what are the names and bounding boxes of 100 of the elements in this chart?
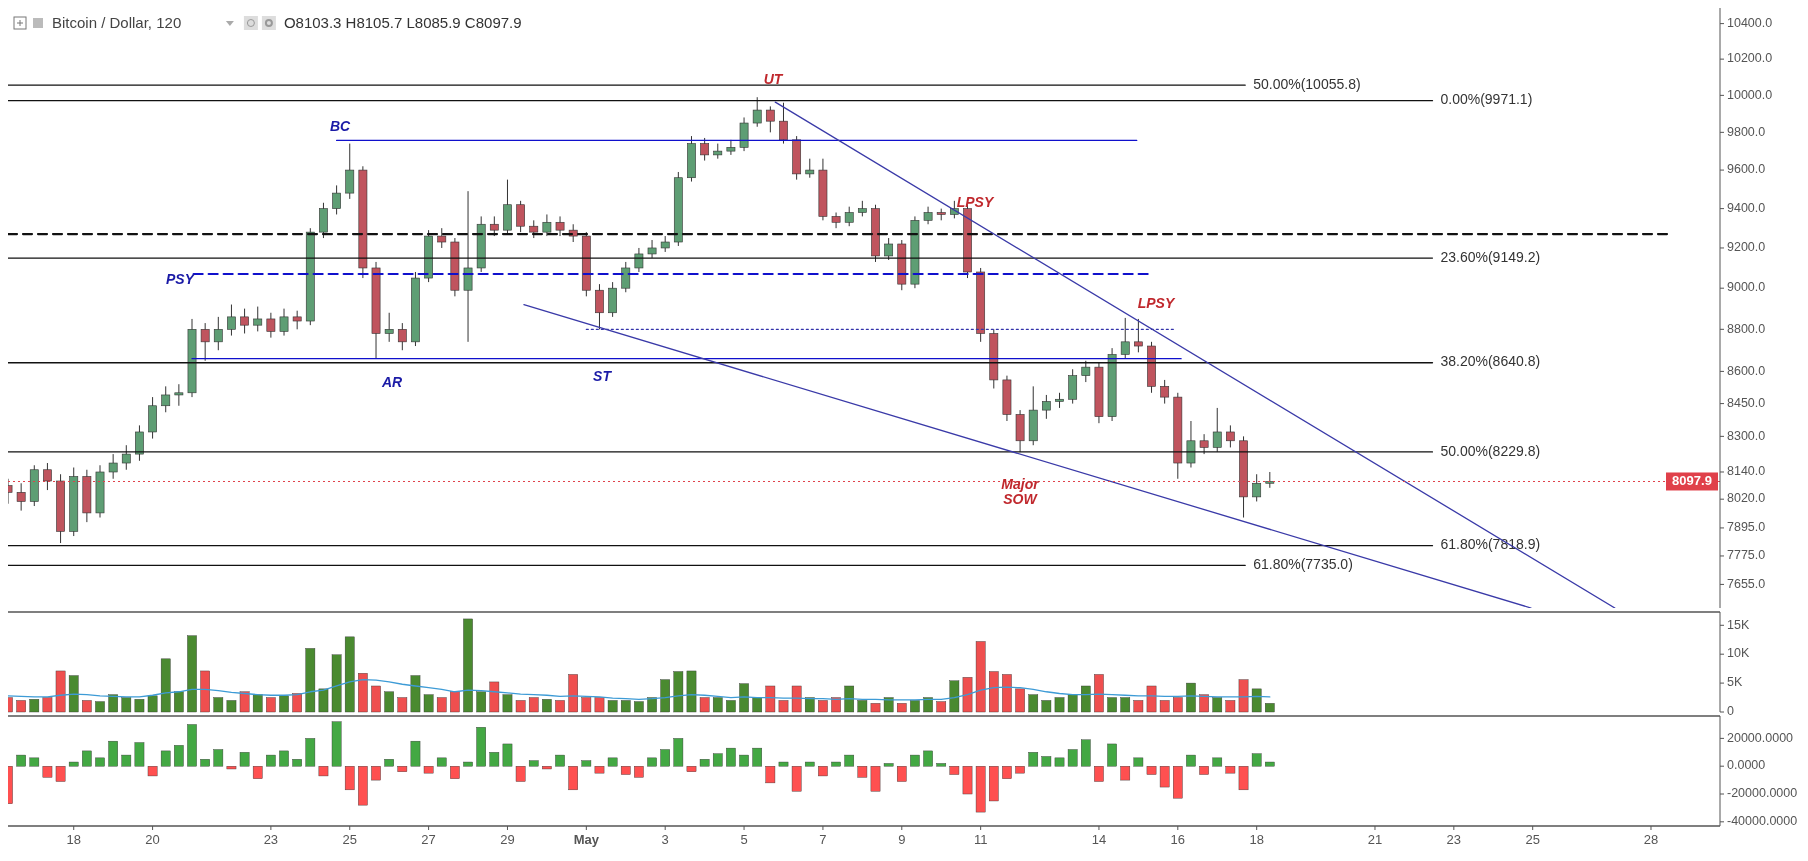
candlestick <box>555 215 565 237</box>
bar <box>831 761 841 767</box>
bar <box>1159 766 1170 788</box>
bar <box>1146 766 1157 775</box>
annotation: Major SOW <box>1001 475 1041 507</box>
candlestick <box>1160 379 1170 405</box>
y-tick-label: 10K <box>1727 646 1750 661</box>
bar <box>1041 756 1052 767</box>
bar <box>55 766 66 782</box>
candlestick <box>700 137 709 162</box>
bar <box>1251 753 1262 767</box>
bar <box>344 766 355 791</box>
bar <box>660 679 670 713</box>
x-tick-label: 3 <box>661 832 669 847</box>
x-tick-label: 25 <box>1525 832 1540 847</box>
y-tick-label: 9600.0 <box>1727 162 1766 177</box>
bar <box>1120 766 1131 781</box>
bar <box>844 754 855 767</box>
bar <box>1107 697 1117 713</box>
candlestick <box>1226 424 1235 448</box>
x-tick-label: 29 <box>500 832 515 847</box>
bar <box>1094 766 1104 782</box>
y-tick-label: 10200.0 <box>1727 51 1773 66</box>
bar <box>160 750 171 767</box>
candlestick <box>240 308 249 334</box>
bar <box>55 670 66 713</box>
bar <box>844 685 855 713</box>
bar <box>371 766 381 781</box>
bar <box>1133 700 1144 713</box>
bar <box>68 761 79 767</box>
bar <box>1199 694 1209 713</box>
bar <box>1133 757 1144 767</box>
bar <box>226 766 237 770</box>
bar <box>239 691 250 713</box>
x-tick-label: 18 <box>1249 832 1264 847</box>
bar <box>594 697 605 713</box>
x-tick-label: 27 <box>421 832 436 847</box>
candlestick <box>437 227 447 249</box>
bar <box>936 763 947 767</box>
bar <box>1028 694 1039 713</box>
y-tick-label: 20000.0000 <box>1727 730 1794 745</box>
bar <box>174 745 184 767</box>
bar <box>410 740 421 767</box>
y-tick-label: 9400.0 <box>1727 200 1766 215</box>
bar <box>765 766 776 784</box>
candlestick <box>161 385 171 413</box>
bar <box>1212 697 1223 713</box>
bar <box>187 724 197 767</box>
bar <box>1067 749 1078 767</box>
bar <box>870 766 881 792</box>
bar <box>42 697 53 713</box>
candlestick <box>726 139 736 156</box>
bar <box>108 694 118 713</box>
annotation: UT <box>763 70 784 87</box>
bar <box>1159 700 1170 713</box>
bar <box>384 759 394 767</box>
y-tick-label: 8450.0 <box>1727 395 1766 410</box>
bar <box>1081 685 1091 713</box>
bar <box>699 759 710 767</box>
bar <box>515 766 526 782</box>
y-tick-label: -20000.0000 <box>1727 786 1798 801</box>
bar <box>200 670 210 713</box>
bar <box>989 766 999 802</box>
y-tick-label: -40000.0000 <box>1727 814 1798 829</box>
bar <box>279 750 289 767</box>
annotation: BC <box>329 117 351 134</box>
candlestick <box>1134 318 1143 353</box>
y-tick-label: 0 <box>1727 704 1734 719</box>
y-tick-label: 8140.0 <box>1727 464 1766 479</box>
bar <box>423 766 434 774</box>
candlestick <box>332 184 341 215</box>
bar <box>1002 674 1012 713</box>
x-tick-label: 23 <box>1446 832 1462 847</box>
bar <box>634 766 644 778</box>
bar <box>752 697 763 713</box>
bar <box>1186 682 1196 713</box>
bar <box>226 700 237 713</box>
bar <box>174 691 184 713</box>
bar <box>134 699 145 713</box>
bar <box>726 700 736 713</box>
candlestick <box>397 322 407 351</box>
bar <box>1041 700 1052 713</box>
annotation: PSY <box>165 270 196 287</box>
bar <box>712 753 723 767</box>
candlestick <box>213 316 223 351</box>
bar <box>686 670 697 713</box>
bar <box>647 757 657 767</box>
bar <box>923 750 933 767</box>
bar <box>1067 694 1078 713</box>
bar <box>712 697 723 713</box>
series-label: 0.00%(9971.1) <box>1440 91 1533 108</box>
bar <box>568 766 578 791</box>
bar <box>318 688 329 713</box>
candlestick <box>844 206 854 227</box>
bar <box>765 685 776 713</box>
bar <box>29 699 40 713</box>
bar <box>883 763 894 767</box>
candlestick <box>884 237 894 261</box>
bar <box>594 766 605 774</box>
bar <box>673 738 684 767</box>
